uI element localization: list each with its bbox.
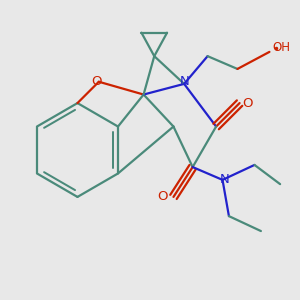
Text: N: N (220, 173, 230, 186)
Text: O: O (158, 190, 168, 203)
Text: O: O (242, 97, 253, 110)
Text: O: O (92, 75, 102, 88)
Text: N: N (179, 75, 189, 88)
Text: OH: OH (272, 41, 290, 54)
